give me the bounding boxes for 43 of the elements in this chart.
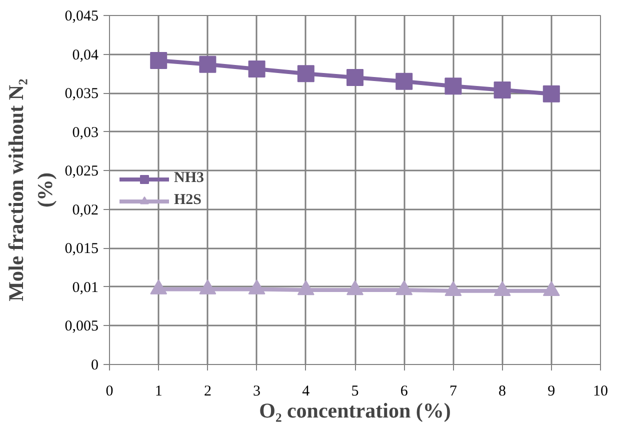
y-tick-label: 0,015: [64, 241, 98, 258]
x-tick-label: 1: [154, 384, 162, 400]
point: [297, 280, 314, 296]
point: [444, 281, 462, 296]
y-tick-label: 0,02: [72, 202, 98, 218]
x-tick-label: 9: [548, 384, 556, 400]
x-tick-label: 3: [253, 384, 261, 400]
point: [199, 280, 216, 294]
y-tick-label: 0: [91, 358, 98, 374]
x-tick-label: 6: [400, 384, 408, 400]
x-tick-label: 2: [204, 384, 212, 400]
y-tick-label: 0,005: [64, 318, 98, 335]
point: [346, 69, 364, 86]
point: [248, 280, 266, 294]
x-tick-label: 8: [498, 384, 506, 400]
y-tick-label: 0,03: [72, 124, 98, 141]
y-tick-label: 0,035: [64, 86, 98, 102]
point: [396, 72, 413, 90]
x-tick-label: 0: [106, 384, 114, 400]
point: [150, 52, 168, 69]
y-tick-label: 0,01: [72, 280, 98, 296]
point: [150, 280, 168, 294]
y-tick-label: 0,045: [64, 8, 98, 24]
point: [248, 60, 266, 78]
point: [346, 280, 364, 296]
point: [444, 78, 462, 95]
legend-label: NH3: [174, 170, 204, 187]
point: [494, 81, 511, 98]
point: [297, 65, 314, 82]
y-tick-label: 0,04: [72, 47, 99, 64]
point: [542, 85, 560, 102]
point: [494, 281, 511, 296]
x-tick-label: 5: [351, 384, 359, 400]
x-tick-label: 4: [302, 384, 310, 400]
x-axis-title: O₂ concentration (%): [259, 398, 451, 422]
legend-label: H2S: [174, 192, 202, 209]
point: [396, 280, 413, 296]
y-axis-title: Mole fraction without N₂ (%): [4, 78, 57, 302]
y-tick-label: 0,025: [64, 164, 98, 180]
x-tick-label: 7: [449, 384, 458, 400]
point: [199, 56, 216, 73]
x-tick-label: 10: [593, 384, 608, 400]
point: [542, 281, 560, 296]
